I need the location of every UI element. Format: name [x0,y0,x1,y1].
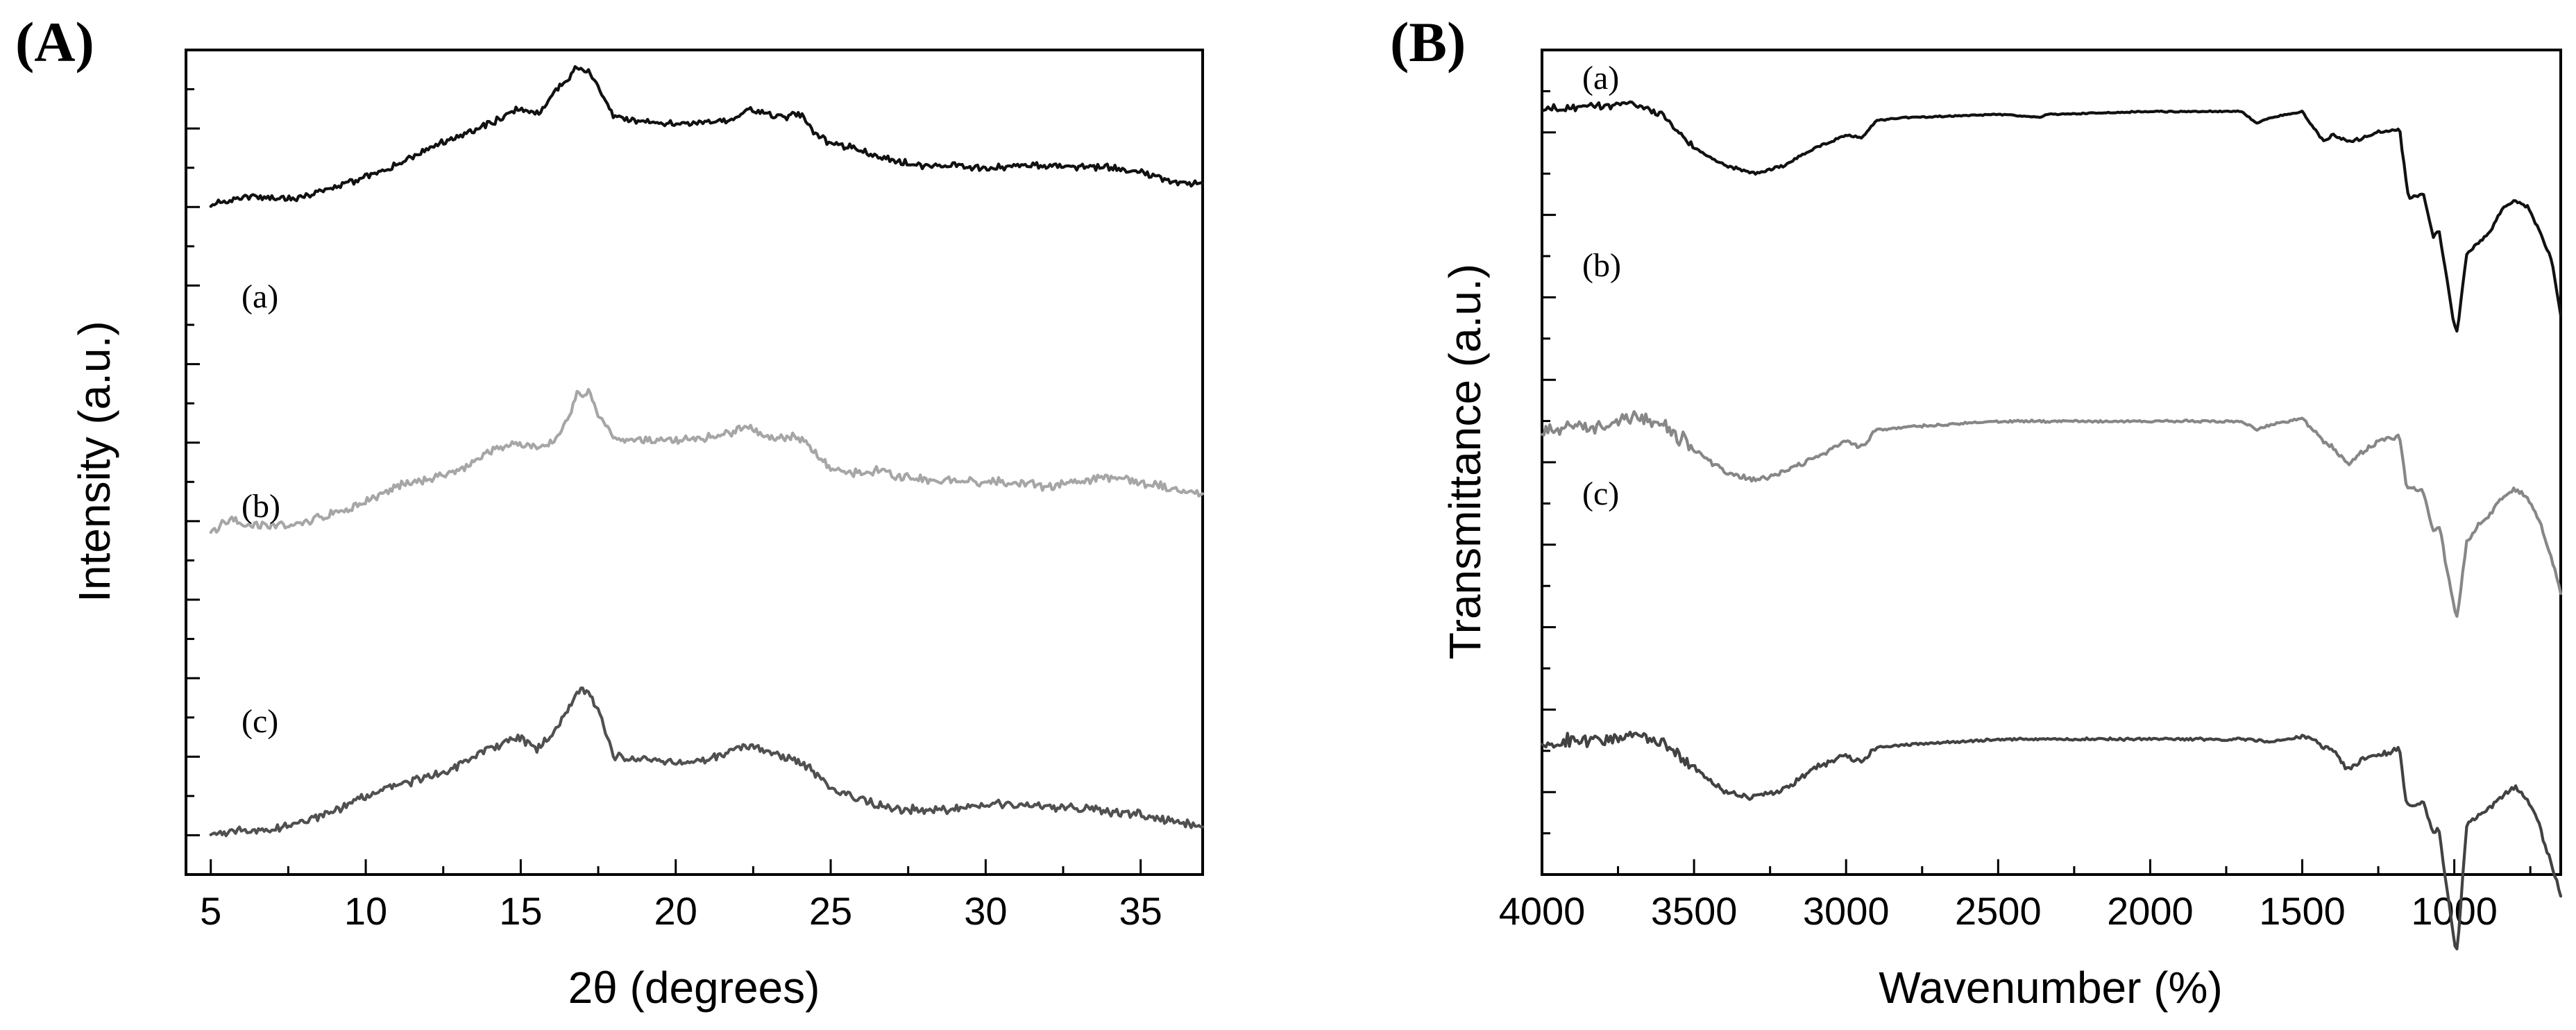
panel-a-y-axis-title: Intensity (a.u.) [69,321,119,602]
series-line-b [1540,410,2563,618]
x-tick-label: 10 [344,889,387,933]
panel-b-plot-frame [1541,49,2562,876]
panel-b-series-group [1540,100,2563,951]
panel-a-series-label-a: (a) [242,278,278,315]
x-tick-label: 25 [809,889,852,933]
panel-a-label: (A) [15,10,94,74]
panel-b-series-label-c: (c) [1582,475,1619,512]
x-tick-label: 4000 [1499,889,1586,933]
panel-b-series-label-b: (b) [1582,247,1621,284]
panel-a-series-group [209,65,1205,838]
x-tick-label: 5 [200,889,221,933]
x-tick-label: 15 [499,889,542,933]
panel-b-y-axis-title: Transmittance (a.u.) [1440,264,1490,659]
panel-a-series-label-b: (b) [242,488,280,525]
x-tick-label: 1000 [2411,889,2498,933]
x-tick-label: 1500 [2259,889,2346,933]
panel-a-plot-frame [185,49,1204,876]
x-tick-label: 35 [1119,889,1162,933]
series-line-c [209,686,1205,838]
panel-a-ticks: 5 10 15 20 25 30 35 [186,88,1162,933]
panel-b: (B) 4000 3500 3000 2500 2000 1500 1000 (a) (b)… [1390,10,2563,1013]
x-tick-label: 2000 [2107,889,2194,933]
x-tick-label: 3500 [1651,889,1738,933]
panel-a-series-label-c: (c) [242,703,278,740]
series-line-a [209,65,1205,208]
series-line-a [1540,100,2563,333]
panel-b-x-axis-title: Wavenumber (%) [1879,963,2223,1013]
panel-a: (A) 5 10 15 20 25 30 35 (a) (b) (c) 2θ (degree… [15,10,1205,1013]
series-line-c [1540,730,2563,951]
x-tick-label: 20 [654,889,697,933]
panel-a-x-axis-title: 2θ (degrees) [568,963,820,1013]
panel-b-ticks: 4000 3500 3000 2500 2000 1500 1000 [1499,90,2532,933]
x-tick-label: 3000 [1803,889,1890,933]
x-tick-label: 30 [964,889,1007,933]
series-line-b [209,387,1205,534]
x-tick-label: 2500 [1955,889,2042,933]
panel-b-series-label-a: (a) [1582,60,1619,96]
panel-b-label: (B) [1390,10,1466,74]
